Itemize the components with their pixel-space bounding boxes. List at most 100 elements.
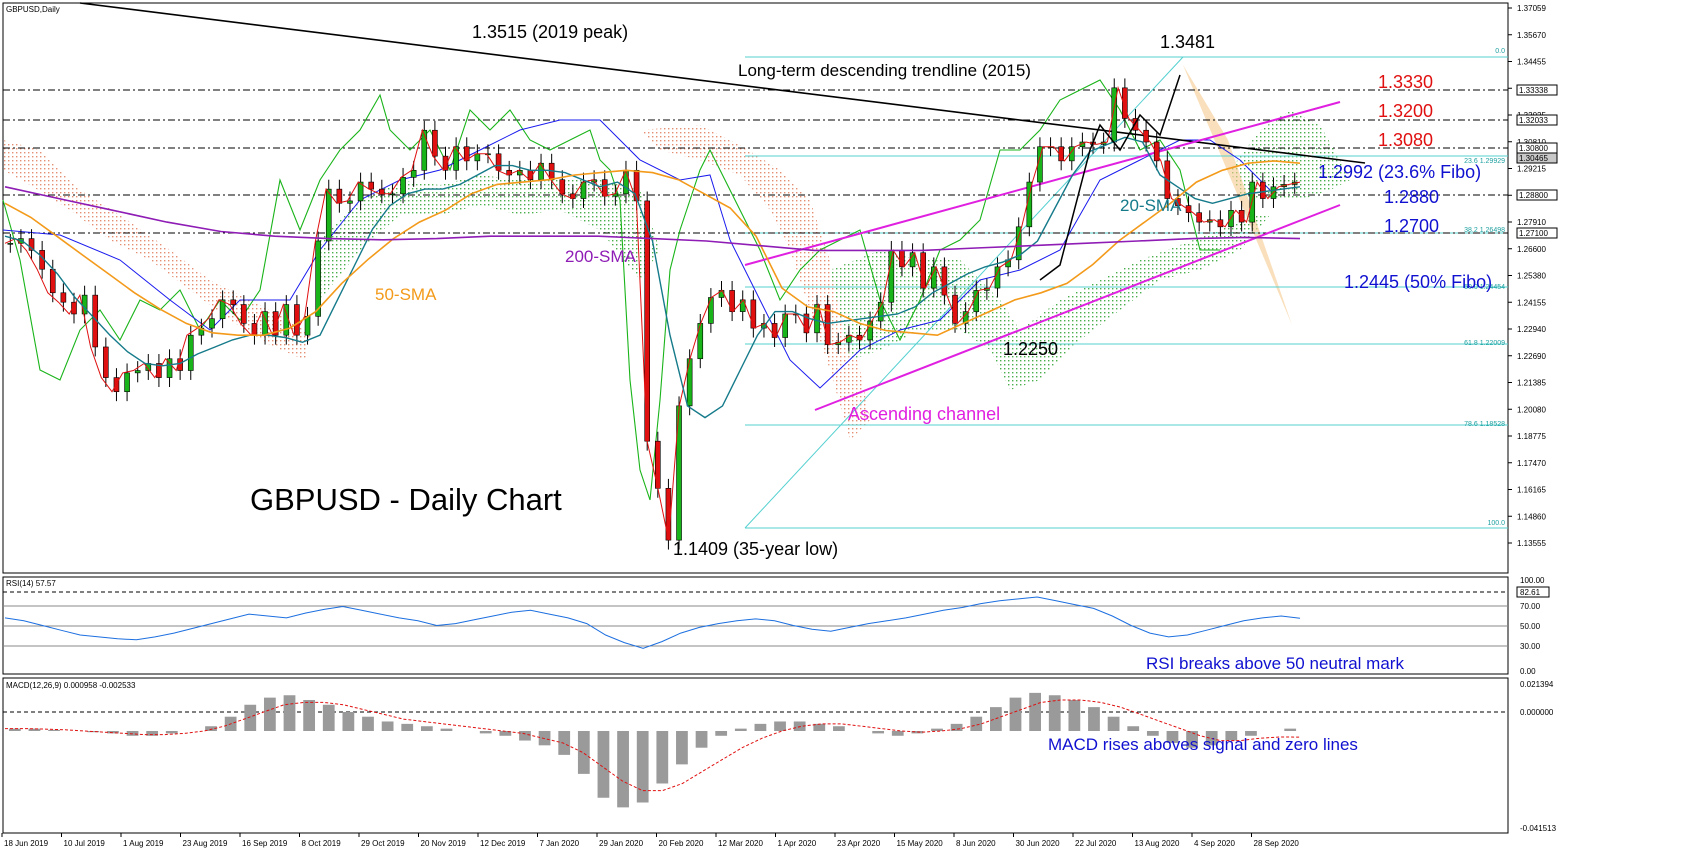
candle-body (782, 313, 788, 338)
candle-body (729, 290, 735, 312)
candle-body (814, 304, 820, 334)
annotation-1-3200: 1.3200 (1378, 101, 1433, 121)
candle-body (60, 292, 67, 303)
fib-label: 100.0 (1487, 520, 1505, 527)
x-tick-label: 1 Aug 2019 (123, 839, 164, 848)
price-tag-current: 1.30465 (1519, 154, 1548, 163)
candle-body (846, 334, 852, 343)
y-tick-label: 1.22690 (1517, 352, 1546, 361)
cloud-bullish (320, 175, 660, 300)
candlesticks (7, 78, 1298, 550)
candle-body (463, 146, 470, 162)
rsi-tick: 82.61 (1520, 588, 1541, 597)
candle-body (400, 177, 406, 195)
annotation-1-3481: 1.3481 (1160, 32, 1215, 52)
chart-title: GBPUSD - Daily Chart (250, 482, 562, 517)
series-close (4, 85, 1301, 541)
price-tags: 1.33338 1.32033 1.30800 1.30465 1.28800 … (1516, 84, 1558, 239)
ichimoku-base-line (2, 119, 1271, 389)
annotation-1-3080: 1.3080 (1378, 130, 1433, 150)
rsi-caption: RSI breaks above 50 neutral mark (1146, 654, 1404, 673)
macd-histogram-and-signal (5, 692, 1301, 808)
annotation-20-sma: 20-SMA (1120, 196, 1182, 215)
candle-body (336, 188, 343, 204)
rsi-y-axis: 100.00 82.61 70.00 50.00 30.00 0.00 (1516, 576, 1550, 676)
candle-body (389, 193, 396, 196)
y-tick-label: 1.16165 (1517, 486, 1546, 495)
annotation-1-3330: 1.3330 (1378, 72, 1433, 92)
candle-body (1143, 129, 1149, 143)
candle-body (272, 311, 279, 336)
annotation-ascending-channel: Ascending channel (848, 404, 1000, 424)
macd-y-axis: 0.021394 0.000000 -0.041513 (1520, 680, 1557, 833)
rsi-tick: 30.00 (1520, 642, 1541, 651)
x-tick-label: 29 Jan 2020 (599, 839, 644, 848)
candle-body (325, 188, 332, 242)
candle-body (315, 240, 321, 317)
candle-body (241, 304, 247, 324)
candle-body (49, 268, 56, 294)
y-tick-label: 1.35670 (1517, 31, 1546, 40)
y-tick-label: 1.20080 (1517, 405, 1546, 414)
candle-body (166, 358, 173, 378)
candle-body (187, 334, 194, 371)
candle-body (474, 153, 481, 162)
x-tick-label: 16 Sep 2019 (242, 839, 288, 848)
x-tick-label: 20 Nov 2019 (421, 839, 467, 848)
x-tick-label: 12 Mar 2020 (718, 839, 763, 848)
rsi-line (4, 596, 1301, 649)
candle-body (803, 313, 810, 334)
candle-body (538, 162, 544, 181)
x-tick-label: 7 Jan 2020 (540, 839, 580, 848)
annotation-50-fibo: 1.2445 (50% Fibo) (1344, 272, 1492, 292)
candle-body (867, 320, 873, 341)
candle-body (517, 169, 523, 176)
main-annotations: 1.3515 (2019 peak) Long-term descending … (250, 22, 1492, 559)
y-tick-label: 1.29215 (1517, 165, 1546, 174)
y-tick-label: 1.17470 (1517, 459, 1546, 468)
candle-body (495, 153, 502, 171)
rsi-tick: 50.00 (1520, 622, 1541, 631)
fib-label: 78.6 1.18528 (1464, 421, 1505, 428)
x-tick-label: 10 Jul 2019 (64, 839, 106, 848)
rsi-tick: 70.00 (1520, 602, 1541, 611)
y-tick-label: 1.37059 (1517, 4, 1546, 13)
x-tick-label: 23 Apr 2020 (837, 839, 881, 848)
macd-caption: MACD rises aboves signal and zero lines (1048, 735, 1358, 754)
channel-lower-line (814, 204, 1341, 411)
series-20-sma (4, 136, 1301, 419)
candle-body (750, 299, 757, 329)
candle-body (209, 318, 215, 329)
candle-body (410, 169, 417, 178)
annotation-200-sma: 200-SMA (565, 247, 637, 266)
cloud-bearish-2 (640, 125, 870, 440)
candle-body (124, 372, 130, 393)
annotation-trendline: Long-term descending trendline (2015) (738, 61, 1031, 80)
fib-label: 0.0 (1495, 48, 1505, 55)
candle-body (134, 370, 141, 374)
x-tick-label: 8 Jun 2020 (956, 839, 996, 848)
x-tick-label: 28 Sep 2020 (1254, 839, 1300, 848)
x-tick-label: 30 Jun 2020 (1016, 839, 1061, 848)
y-tick-label: 1.24155 (1517, 298, 1546, 307)
rsi-series (4, 596, 1301, 649)
candle-body (28, 238, 35, 251)
candle-body (7, 243, 14, 245)
price-tag: 1.27100 (1519, 229, 1548, 238)
series-50-sma (4, 160, 1301, 337)
y-tick-label: 1.18775 (1517, 432, 1546, 441)
x-tick-label: 20 Feb 2020 (659, 839, 704, 848)
price-tag: 1.30800 (1519, 144, 1548, 153)
annotation-35-year-low: 1.1409 (35-year low) (673, 539, 838, 559)
candle-body (357, 181, 364, 202)
y-tick-label: 1.21385 (1517, 379, 1546, 388)
candle-body (909, 252, 916, 268)
candle-body (973, 290, 980, 312)
y-tick-label: 1.13555 (1517, 539, 1546, 548)
y-tick-label: 1.14860 (1517, 512, 1546, 521)
fib-label: 61.8 1.22009 (1464, 340, 1505, 347)
fib-label: 50.0 1.24454 (1464, 284, 1505, 291)
candle-body (294, 304, 300, 336)
candle-body (920, 252, 926, 289)
